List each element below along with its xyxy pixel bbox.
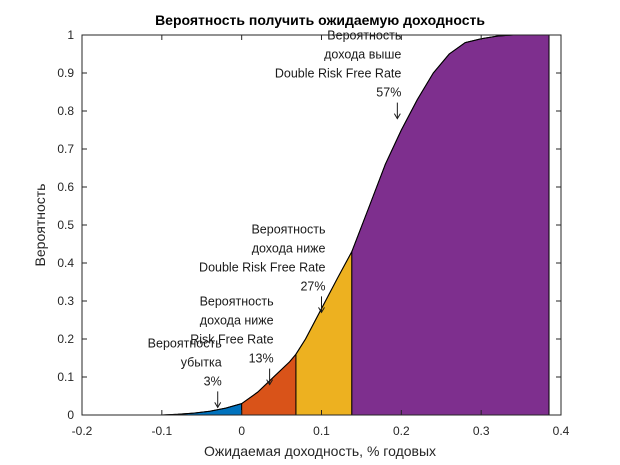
annotation-3-line-0: Вероятность (327, 29, 401, 43)
y-axis-title: Вероятность (32, 184, 48, 267)
y-tick-label: 0.6 (57, 180, 74, 194)
y-tick-label: 0 (67, 408, 74, 422)
x-tick-label: 0.1 (313, 424, 330, 438)
y-tick-label: 0.1 (57, 370, 74, 384)
y-tick-label: 0.8 (57, 104, 74, 118)
y-tick-label: 0.3 (57, 294, 74, 308)
annotation-3-line-2: Double Risk Free Rate (275, 67, 401, 81)
annotation-1-line-1: дохода ниже (200, 314, 274, 328)
annotation-0-line-2: 3% (204, 374, 222, 388)
annotation-1-line-3: 13% (249, 352, 274, 366)
annotation-3-line-3: 57% (376, 86, 401, 100)
y-tick-label: 0.5 (57, 218, 74, 232)
x-axis-title: Ожидаемая доходность, % годовых (204, 443, 436, 459)
x-tick-label: 0.3 (473, 424, 490, 438)
annotation-0-line-1: убытка (181, 355, 222, 369)
x-tick-label: 0 (238, 424, 245, 438)
chart-title: Вероятность получить ожидаемую доходност… (155, 12, 485, 28)
y-tick-label: 0.7 (57, 142, 74, 156)
y-tick-label: 1 (67, 28, 74, 42)
x-tick-label: -0.2 (72, 424, 93, 438)
y-tick-label: 0.9 (57, 66, 74, 80)
annotation-1-line-2: Risk Free Rate (190, 333, 273, 347)
y-tick-label: 0.2 (57, 332, 74, 346)
annotation-3-line-1: дохода выше (324, 48, 401, 62)
annotation-2-line-0: Вероятность (251, 222, 325, 236)
annotation-2-line-3: 27% (300, 279, 325, 293)
x-tick-label: 0.4 (553, 424, 570, 438)
x-tick-label: 0.2 (393, 424, 410, 438)
annotation-2-line-1: дохода ниже (252, 241, 326, 255)
x-tick-label: -0.1 (151, 424, 172, 438)
region-2 (296, 252, 352, 415)
y-tick-label: 0.4 (57, 256, 74, 270)
annotation-2-line-2: Double Risk Free Rate (199, 260, 325, 274)
region-0 (162, 404, 242, 415)
annotation-1-line-0: Вероятность (200, 295, 274, 309)
